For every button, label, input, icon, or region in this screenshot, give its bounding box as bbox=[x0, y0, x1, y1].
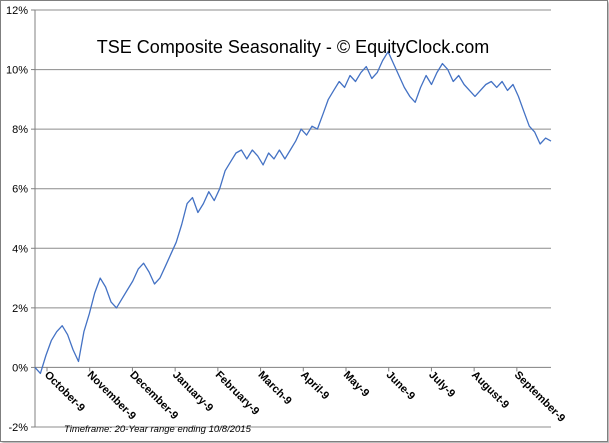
y-tick-label: 0% bbox=[12, 362, 28, 374]
series-layer bbox=[34, 51, 552, 375]
y-tick-label: 6% bbox=[12, 184, 28, 196]
x-tick-label: May-9 bbox=[341, 369, 372, 400]
x-tick-label: October-9 bbox=[42, 369, 87, 414]
x-tick-label: April-9 bbox=[298, 369, 331, 402]
axis-layer bbox=[31, 9, 551, 428]
y-tick-label: 4% bbox=[12, 243, 28, 255]
series-line bbox=[34, 51, 552, 375]
x-tick-label: August-9 bbox=[469, 369, 511, 411]
grid-layer bbox=[35, 9, 551, 428]
x-tick-label: July-9 bbox=[426, 369, 457, 400]
y-tick-label: 2% bbox=[12, 303, 28, 315]
chart-title: TSE Composite Seasonality - © EquityCloc… bbox=[97, 37, 489, 57]
x-tick-label: September-9 bbox=[512, 369, 568, 425]
x-tick-label: March-9 bbox=[255, 369, 293, 407]
y-tick-label: 8% bbox=[12, 124, 28, 136]
y-tick-label: 10% bbox=[6, 65, 28, 77]
x-tick-label: January-9 bbox=[170, 369, 215, 414]
y-tick-label: -2% bbox=[8, 422, 28, 434]
x-tick-label: February-9 bbox=[213, 369, 262, 418]
chart-footnote: Timeframe: 20-Year range ending 10/8/201… bbox=[64, 424, 252, 435]
y-tick-label: 12% bbox=[6, 5, 28, 17]
x-tick-label: June-9 bbox=[384, 369, 418, 403]
